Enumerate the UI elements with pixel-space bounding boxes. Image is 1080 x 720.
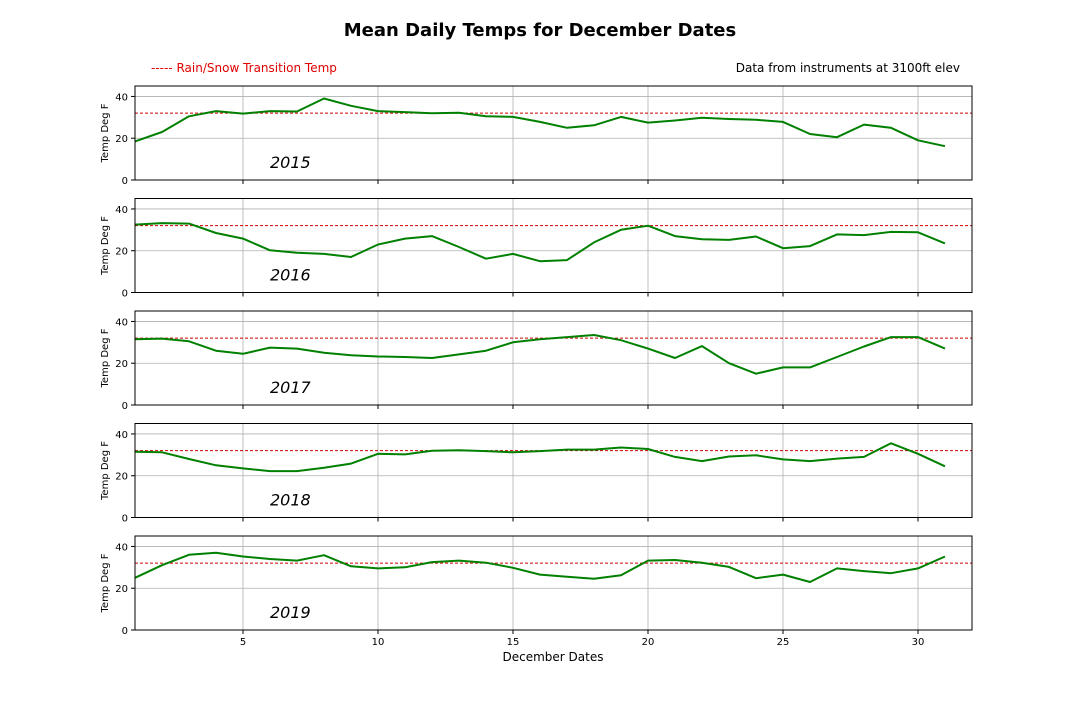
y-axis-label: Temp Deg F [100, 441, 111, 501]
legend-threshold-label: ----- Rain/Snow Transition Temp [151, 61, 337, 75]
panel-2018: 0 20 40 Temp Deg F 2018 [100, 423, 973, 525]
x-tick-label: 20 [642, 637, 655, 648]
y-tick-label: 40 [115, 430, 128, 441]
x-tick-label: 10 [372, 637, 385, 648]
chart-title: Mean Daily Temps for December Dates [344, 20, 736, 41]
y-axis-label: Temp Deg F [100, 216, 111, 276]
x-tick-label: 5 [240, 637, 246, 648]
year-label: 2019 [270, 603, 311, 622]
y-tick-label: 20 [115, 134, 128, 145]
x-tick-label: 25 [777, 637, 790, 648]
y-tick-label: 0 [122, 626, 128, 637]
axes-frame [134, 535, 973, 631]
y-tick-label: 40 [115, 542, 128, 553]
y-tick-label: 0 [122, 289, 128, 300]
axes-frame [134, 85, 973, 181]
panel-2017: 0 20 40 Temp Deg F 2017 [100, 310, 973, 412]
year-label: 2015 [270, 153, 311, 172]
x-tick-label: 15 [507, 637, 520, 648]
y-tick-label: 40 [115, 92, 128, 103]
series-line [134, 442, 946, 473]
y-tick-label: 20 [115, 472, 128, 483]
series-line [134, 222, 946, 263]
axes-frame [134, 310, 973, 406]
series-line [134, 334, 946, 375]
panel-2016: 0 20 40 Temp Deg F 2016 [100, 198, 973, 300]
y-tick-label: 0 [122, 401, 128, 412]
panel-2015: 0 20 40 Temp Deg F 2015 [100, 85, 973, 187]
y-axis-label: Temp Deg F [100, 553, 111, 613]
panel-2019: 0 20 40 5 10 15 20 25 30 Temp Deg F 2019 [100, 535, 973, 648]
y-tick-label: 20 [115, 359, 128, 370]
year-label: 2016 [270, 266, 311, 285]
data-source-note: Data from instruments at 3100ft elev [736, 61, 960, 75]
y-tick-label: 40 [115, 205, 128, 216]
series-line [134, 97, 946, 148]
y-tick-label: 0 [122, 176, 128, 187]
y-axis-label: Temp Deg F [100, 328, 111, 388]
y-tick-label: 20 [115, 247, 128, 258]
x-tick-label: 30 [912, 637, 925, 648]
y-tick-label: 40 [115, 317, 128, 328]
axes-frame [134, 423, 973, 518]
axes-frame [134, 198, 973, 293]
y-tick-label: 20 [115, 584, 128, 595]
year-label: 2018 [270, 491, 311, 510]
year-label: 2017 [270, 378, 312, 397]
y-tick-label: 0 [122, 514, 128, 525]
x-axis-label: December Dates [503, 650, 604, 664]
series-line [134, 551, 946, 583]
y-axis-label: Temp Deg F [100, 103, 111, 163]
